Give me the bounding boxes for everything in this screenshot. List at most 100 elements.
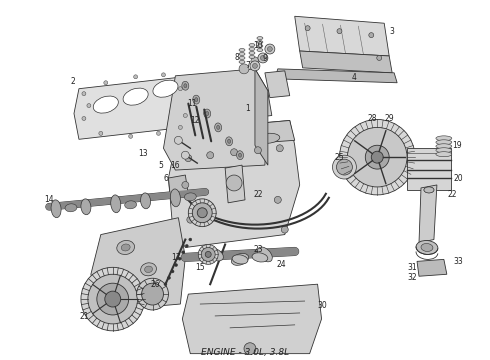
- Text: 19: 19: [452, 141, 462, 150]
- Ellipse shape: [256, 133, 280, 143]
- Text: 23: 23: [253, 245, 263, 254]
- Circle shape: [182, 251, 185, 254]
- Ellipse shape: [123, 88, 148, 105]
- Ellipse shape: [257, 37, 263, 40]
- Circle shape: [171, 270, 174, 273]
- Circle shape: [201, 247, 215, 261]
- Ellipse shape: [203, 143, 227, 153]
- Circle shape: [188, 199, 216, 227]
- Text: 20: 20: [454, 174, 464, 183]
- Circle shape: [178, 87, 182, 91]
- Circle shape: [258, 53, 268, 63]
- Ellipse shape: [153, 80, 178, 97]
- Ellipse shape: [239, 153, 242, 157]
- Circle shape: [276, 145, 283, 152]
- Text: 21: 21: [79, 312, 89, 321]
- Text: 22: 22: [253, 190, 263, 199]
- Circle shape: [97, 283, 129, 315]
- Polygon shape: [265, 71, 290, 98]
- Text: 32: 32: [407, 273, 417, 282]
- Text: 14: 14: [44, 195, 54, 204]
- Ellipse shape: [121, 244, 130, 251]
- Text: 9: 9: [263, 54, 268, 63]
- Ellipse shape: [206, 112, 209, 116]
- Polygon shape: [182, 284, 321, 354]
- Circle shape: [347, 127, 407, 187]
- Circle shape: [337, 159, 352, 175]
- Ellipse shape: [207, 248, 223, 261]
- Text: ENGINE - 3.0L, 3.8L: ENGINE - 3.0L, 3.8L: [201, 348, 289, 357]
- Circle shape: [99, 131, 103, 135]
- Circle shape: [156, 131, 161, 135]
- Ellipse shape: [195, 98, 198, 102]
- Ellipse shape: [249, 55, 255, 58]
- Ellipse shape: [184, 84, 187, 88]
- Ellipse shape: [237, 151, 244, 159]
- Text: 12: 12: [191, 116, 200, 125]
- Ellipse shape: [215, 123, 221, 132]
- Polygon shape: [169, 121, 300, 247]
- Circle shape: [333, 155, 356, 179]
- Circle shape: [274, 196, 281, 203]
- Circle shape: [337, 29, 342, 33]
- Circle shape: [260, 55, 266, 60]
- Text: 8: 8: [235, 53, 240, 62]
- Circle shape: [281, 226, 288, 233]
- Ellipse shape: [249, 51, 255, 54]
- Text: 1: 1: [245, 104, 250, 113]
- Circle shape: [207, 152, 214, 159]
- Circle shape: [231, 149, 238, 156]
- Circle shape: [129, 134, 133, 138]
- Ellipse shape: [153, 286, 168, 296]
- Circle shape: [174, 264, 177, 266]
- Text: 30: 30: [318, 301, 327, 310]
- Ellipse shape: [184, 193, 196, 201]
- Ellipse shape: [124, 201, 137, 209]
- Polygon shape: [417, 260, 447, 276]
- Circle shape: [340, 120, 415, 195]
- Circle shape: [371, 151, 383, 163]
- Circle shape: [198, 244, 218, 264]
- Text: 33: 33: [454, 257, 464, 266]
- Ellipse shape: [204, 109, 211, 118]
- Polygon shape: [242, 93, 272, 118]
- Text: 28: 28: [368, 114, 377, 123]
- Circle shape: [377, 55, 382, 60]
- Ellipse shape: [232, 255, 248, 264]
- Circle shape: [183, 113, 187, 117]
- Ellipse shape: [141, 193, 150, 209]
- Polygon shape: [300, 51, 392, 73]
- Polygon shape: [294, 16, 389, 56]
- Circle shape: [81, 267, 145, 331]
- Circle shape: [305, 26, 310, 31]
- Text: 13: 13: [138, 149, 147, 158]
- Text: 7: 7: [245, 62, 250, 71]
- Text: 10: 10: [253, 41, 263, 50]
- Ellipse shape: [424, 187, 434, 193]
- Circle shape: [104, 81, 108, 85]
- Polygon shape: [169, 175, 188, 198]
- Text: 15: 15: [196, 263, 205, 272]
- Text: 4: 4: [352, 73, 357, 82]
- Ellipse shape: [239, 53, 245, 55]
- Text: 17: 17: [172, 253, 181, 262]
- Ellipse shape: [157, 289, 164, 294]
- Circle shape: [268, 46, 272, 51]
- Circle shape: [250, 61, 260, 71]
- Ellipse shape: [182, 81, 189, 90]
- Ellipse shape: [93, 96, 118, 113]
- Ellipse shape: [239, 60, 245, 63]
- Polygon shape: [419, 185, 437, 243]
- Ellipse shape: [257, 247, 272, 262]
- Circle shape: [82, 92, 86, 96]
- Text: 2: 2: [71, 77, 75, 86]
- Circle shape: [251, 57, 259, 65]
- Ellipse shape: [436, 148, 452, 153]
- Text: 31: 31: [407, 263, 417, 272]
- Ellipse shape: [249, 44, 255, 46]
- Text: 29: 29: [384, 114, 394, 123]
- Ellipse shape: [257, 45, 263, 48]
- Circle shape: [178, 125, 182, 129]
- Ellipse shape: [231, 253, 248, 265]
- Ellipse shape: [239, 57, 245, 59]
